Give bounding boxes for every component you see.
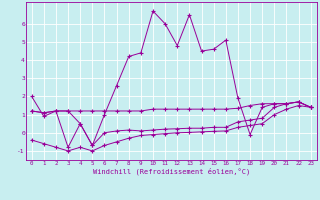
X-axis label: Windchill (Refroidissement éolien,°C): Windchill (Refroidissement éolien,°C) [92,167,250,175]
